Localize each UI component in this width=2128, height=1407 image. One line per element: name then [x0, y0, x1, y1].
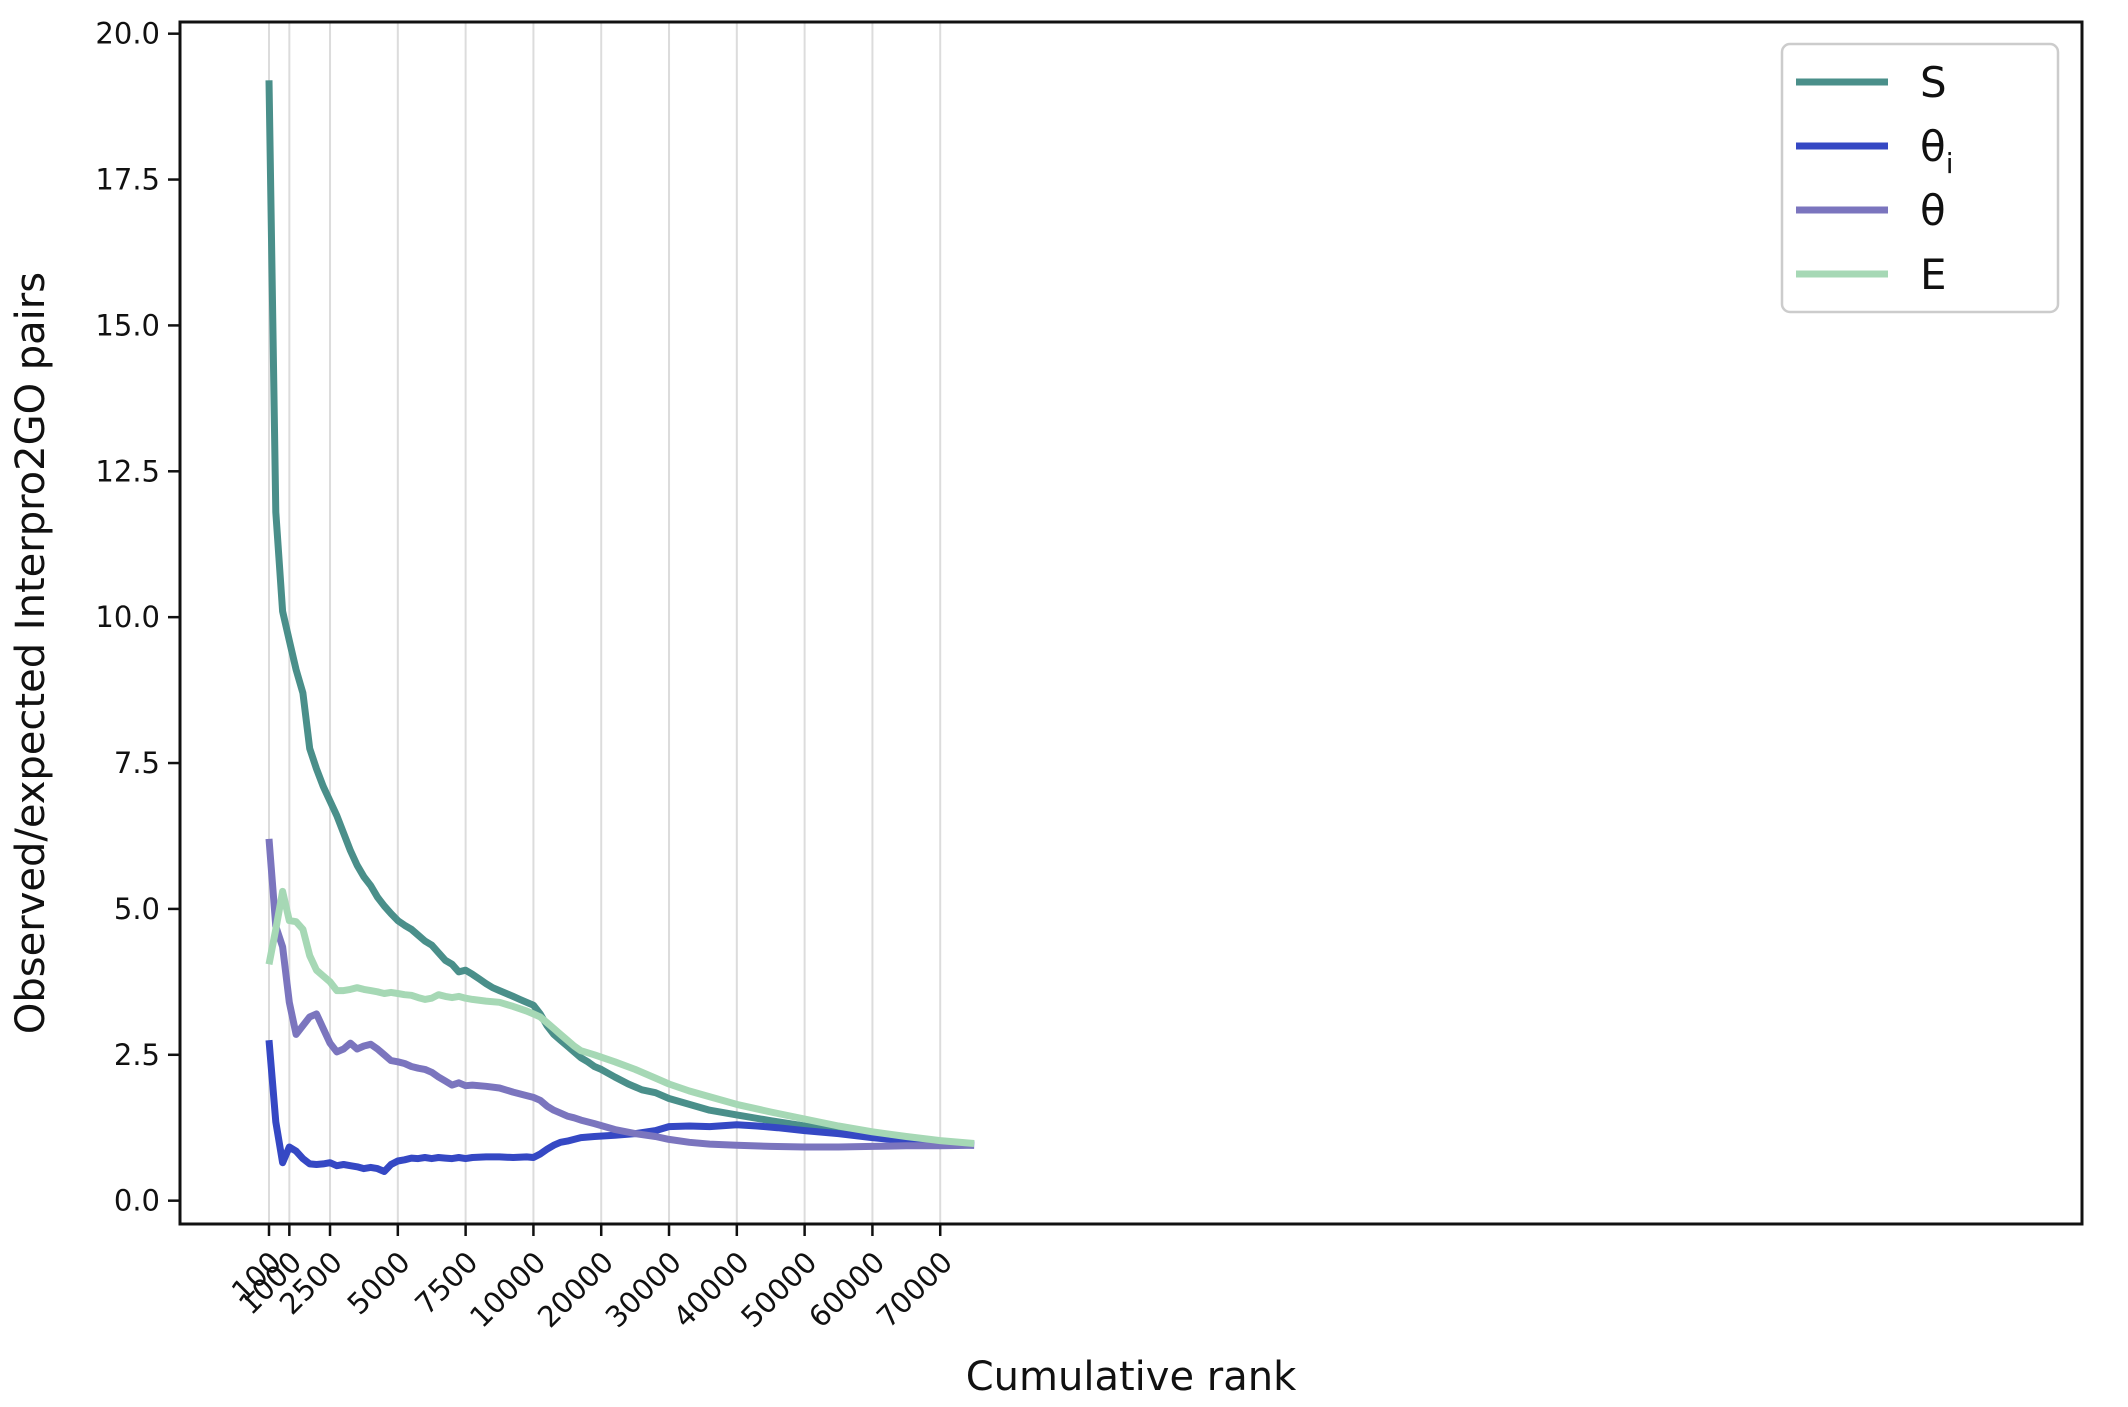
series-line-e	[265, 887, 975, 1147]
legend-label-subscript: i	[1946, 147, 1954, 180]
x-axis-title: Cumulative rank	[966, 1354, 1297, 1400]
legend-box	[1780, 42, 2060, 314]
legend-label: θi	[1920, 122, 1953, 180]
legend-label-text: θ	[1920, 186, 1946, 235]
series-line-s	[265, 80, 975, 1148]
y-tick-label: 5.0	[114, 892, 160, 926]
series-line-theta-i	[265, 1039, 975, 1175]
y-axis: 0.0 2.5 5.0 7.5 10.0 12.5 15.0 17.5 20.0	[95, 17, 180, 1218]
y-tick-label: 0.0	[114, 1184, 160, 1218]
legend-label-text: S	[1920, 58, 1947, 107]
legend-label-text: θ	[1920, 122, 1946, 171]
x-gridlines	[268, 22, 942, 1224]
legend-label: θ	[1920, 186, 1946, 235]
plot-frame	[178, 20, 2084, 1226]
legend-label: S	[1920, 58, 1947, 107]
y-tick-label: 12.5	[95, 454, 160, 488]
y-tick-label: 15.0	[95, 308, 160, 342]
legend-label: E	[1920, 250, 1947, 299]
y-tick-label: 17.5	[95, 163, 160, 197]
y-tick-label: 2.5	[114, 1038, 160, 1072]
y-tick-label: 10.0	[95, 600, 160, 634]
series-lines	[265, 80, 975, 1175]
legend-label-text: E	[1920, 250, 1947, 299]
y-tick-label: 7.5	[114, 746, 160, 780]
y-axis-title: Observed/expected Interpro2GO pairs	[8, 272, 54, 1034]
y-tick-label: 20.0	[95, 17, 160, 51]
series-line-theta	[265, 838, 975, 1151]
